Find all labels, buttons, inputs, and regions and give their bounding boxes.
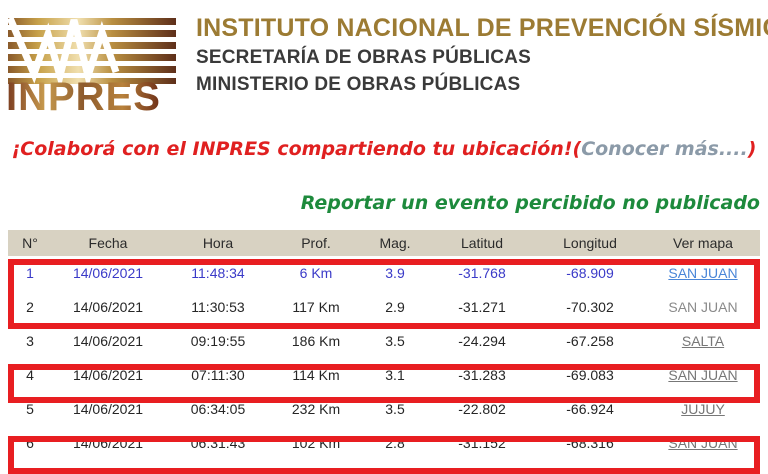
table-row: 1 14/06/2021 11:48:34 6 Km 3.9 -31.768 -… xyxy=(8,256,760,290)
cell-prof: 232 Km xyxy=(272,392,360,426)
map-link[interactable]: SAN JUAN xyxy=(668,299,738,315)
header-titles: INSTITUTO NACIONAL DE PREVENCIÓN SÍSMICA… xyxy=(196,12,768,98)
cell-prof: 114 Km xyxy=(272,358,360,392)
cell-longitud: -70.302 xyxy=(534,290,646,324)
cell-mag: 2.8 xyxy=(360,426,430,460)
cell-longitud: -69.083 xyxy=(534,358,646,392)
cell-fecha: 14/06/2021 xyxy=(52,426,164,460)
column-header-numero: N° xyxy=(8,230,52,256)
map-link[interactable]: JUJUY xyxy=(681,401,725,417)
cell-fecha: 14/06/2021 xyxy=(52,290,164,324)
cell-vermapa[interactable]: SAN JUAN xyxy=(646,426,760,460)
collaborate-text: ¡Colaborá con el INPRES compartiendo tu … xyxy=(11,138,573,160)
ministerio-subtitle: MINISTERIO DE OBRAS PÚBLICAS xyxy=(196,74,521,95)
cell-vermapa[interactable]: SAN JUAN xyxy=(646,358,760,392)
cell-prof: 102 Km xyxy=(272,426,360,460)
cell-latitud: -22.802 xyxy=(430,392,534,426)
table-row: 6 14/06/2021 06:31:43 102 Km 2.8 -31.152… xyxy=(8,426,760,460)
secretaria-subtitle: SECRETARÍA DE OBRAS PÚBLICAS xyxy=(196,47,531,68)
cell-hora: 11:48:34 xyxy=(164,256,272,290)
column-header-vermapa: Ver mapa xyxy=(646,230,760,256)
cell-mag: 2.9 xyxy=(360,290,430,324)
cell-numero: 6 xyxy=(8,426,52,460)
cell-latitud: -31.283 xyxy=(430,358,534,392)
cell-hora: 07:11:30 xyxy=(164,358,272,392)
inpres-logo-graphic: INPRES xyxy=(6,18,176,114)
cell-vermapa[interactable]: JUJUY xyxy=(646,392,760,426)
map-link[interactable]: SAN JUAN xyxy=(668,265,738,281)
cell-prof: 186 Km xyxy=(272,324,360,358)
table-header-row: N° Fecha Hora Prof. Mag. Latitud Longitu… xyxy=(8,230,760,256)
cell-vermapa[interactable]: SAN JUAN xyxy=(646,256,760,290)
collaborate-paren-open: ( xyxy=(572,138,582,160)
cell-longitud: -66.924 xyxy=(534,392,646,426)
cell-prof: 6 Km xyxy=(272,256,360,290)
cell-latitud: -31.768 xyxy=(430,256,534,290)
cell-mag: 3.9 xyxy=(360,256,430,290)
cell-numero: 4 xyxy=(8,358,52,392)
logo-bars xyxy=(8,18,176,84)
cell-mag: 3.5 xyxy=(360,324,430,358)
map-link[interactable]: SALTA xyxy=(681,333,725,349)
table-row: 5 14/06/2021 06:34:05 232 Km 3.5 -22.802… xyxy=(8,392,760,426)
collaborate-paren-close: ) xyxy=(747,138,757,160)
cell-numero: 5 xyxy=(8,392,52,426)
cell-numero: 1 xyxy=(8,256,52,290)
report-event-link[interactable]: Reportar un evento percibido no publicad… xyxy=(300,192,760,214)
cell-fecha: 14/06/2021 xyxy=(52,392,164,426)
cell-hora: 09:19:55 xyxy=(164,324,272,358)
column-header-prof: Prof. xyxy=(272,230,360,256)
cell-hora: 06:31:43 xyxy=(164,426,272,460)
cell-latitud: -24.294 xyxy=(430,324,534,358)
column-header-longitud: Longitud xyxy=(534,230,646,256)
column-header-hora: Hora xyxy=(164,230,272,256)
earthquake-table-container: N° Fecha Hora Prof. Mag. Latitud Longitu… xyxy=(8,230,760,460)
inpres-logo: INPRES xyxy=(4,14,184,114)
table-row: 2 14/06/2021 11:30:53 117 Km 2.9 -31.271… xyxy=(8,290,760,324)
earthquake-table: N° Fecha Hora Prof. Mag. Latitud Longitu… xyxy=(8,230,760,460)
cell-longitud: -67.258 xyxy=(534,324,646,358)
cell-vermapa[interactable]: SAN JUAN xyxy=(646,290,760,324)
cell-hora: 11:30:53 xyxy=(164,290,272,324)
map-link[interactable]: SAN JUAN xyxy=(668,435,738,451)
column-header-fecha: Fecha xyxy=(52,230,164,256)
cell-hora: 06:34:05 xyxy=(164,392,272,426)
collaborate-banner: ¡Colaborá con el INPRES compartiendo tu … xyxy=(0,138,768,160)
page-header: INPRES INSTITUTO NACIONAL DE PREVENCIÓN … xyxy=(0,0,768,122)
cell-mag: 3.1 xyxy=(360,358,430,392)
cell-latitud: -31.271 xyxy=(430,290,534,324)
institution-title: INSTITUTO NACIONAL DE PREVENCIÓN SÍSMICA xyxy=(196,14,768,42)
conocer-mas-link[interactable]: Conocer más.... xyxy=(581,138,748,160)
cell-numero: 2 xyxy=(8,290,52,324)
cell-fecha: 14/06/2021 xyxy=(52,256,164,290)
cell-vermapa[interactable]: SALTA xyxy=(646,324,760,358)
table-row: 3 14/06/2021 09:19:55 186 Km 3.5 -24.294… xyxy=(8,324,760,358)
cell-mag: 3.5 xyxy=(360,392,430,426)
logo-wordmark: INPRES xyxy=(6,75,161,114)
map-link[interactable]: SAN JUAN xyxy=(668,367,738,383)
cell-fecha: 14/06/2021 xyxy=(52,358,164,392)
cell-prof: 117 Km xyxy=(272,290,360,324)
cell-longitud: -68.909 xyxy=(534,256,646,290)
cell-fecha: 14/06/2021 xyxy=(52,324,164,358)
cell-latitud: -31.152 xyxy=(430,426,534,460)
column-header-mag: Mag. xyxy=(360,230,430,256)
table-row: 4 14/06/2021 07:11:30 114 Km 3.1 -31.283… xyxy=(8,358,760,392)
cell-numero: 3 xyxy=(8,324,52,358)
cell-longitud: -68.316 xyxy=(534,426,646,460)
column-header-latitud: Latitud xyxy=(430,230,534,256)
